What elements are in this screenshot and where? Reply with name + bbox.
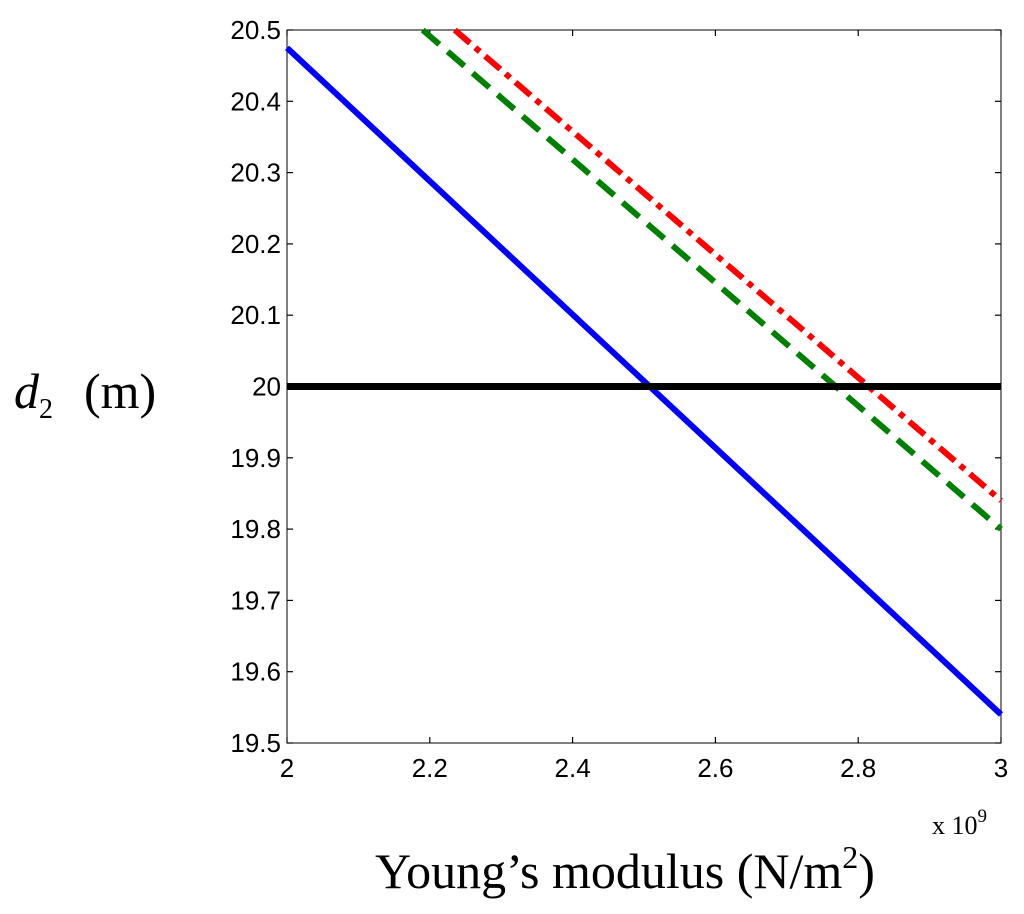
y-axis-title: d2 (m) — [14, 363, 156, 425]
y-tick-label: 19.7 — [230, 585, 281, 615]
ticks-layer — [286, 29, 1002, 744]
x-axis-title-close: ) — [858, 843, 875, 899]
y-tick-label: 20.1 — [230, 300, 281, 330]
x-scale-base: x 10 — [932, 811, 978, 840]
y-tick-label: 19.9 — [230, 443, 281, 473]
y-tick-label: 20 — [252, 372, 281, 402]
x-scale-label: x 109 — [932, 806, 987, 840]
y-tick-label: 20.3 — [230, 158, 281, 188]
x-axis-title-text: Young’s modulus (N/m — [375, 843, 842, 899]
y-tick-label: 19.6 — [230, 657, 281, 687]
series-line-red-dashdot — [452, 27, 1003, 503]
x-scale-exponent: 9 — [978, 806, 988, 827]
y-tick-label: 20.2 — [230, 229, 281, 259]
x-axis-title: Young’s modulus (N/m2) — [375, 839, 875, 899]
x-tick-label: 2 — [280, 753, 294, 783]
y-tick-label: 19.5 — [230, 728, 281, 758]
series-layer — [284, 27, 1004, 717]
x-axis-title-superscript: 2 — [842, 839, 858, 875]
x-tick-label: 2.8 — [840, 753, 876, 783]
y-axis-subscript: 2 — [39, 394, 53, 425]
tick-labels-layer: 2 2.2 2.4 2.6 2.8 3 19.5 19.6 19.7 19.8 19.9 20 20.1… — [230, 15, 1008, 783]
series-line-green-dashed — [420, 27, 1003, 532]
y-axis-unit: (m) — [84, 363, 156, 419]
x-tick-label: 3 — [994, 753, 1008, 783]
series-line-blue-solid — [284, 45, 1004, 717]
x-tick-label: 2.4 — [555, 753, 591, 783]
y-axis-variable: d — [14, 363, 40, 419]
y-tick-label: 20.5 — [230, 15, 281, 45]
x-tick-label: 2.6 — [697, 753, 733, 783]
y-tick-label: 20.4 — [230, 86, 281, 116]
y-tick-label: 19.8 — [230, 514, 281, 544]
x-tick-label: 2.2 — [412, 753, 448, 783]
